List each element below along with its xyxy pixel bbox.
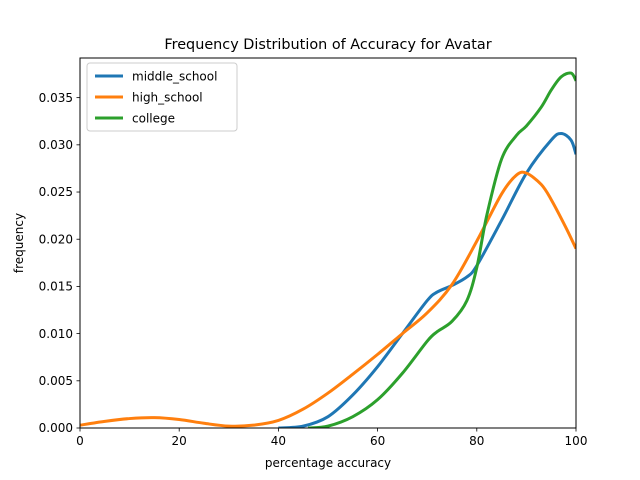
series-line-college xyxy=(308,71,576,428)
legend-label-college: college xyxy=(132,112,175,126)
y-tick-label: 0.000 xyxy=(39,421,73,435)
y-tick-label: 0.005 xyxy=(39,374,73,388)
legend-box xyxy=(86,62,238,132)
plot-frame xyxy=(79,57,577,429)
y-tick-label: 0.035 xyxy=(39,91,73,105)
x-tick-label: 100 xyxy=(565,434,588,448)
x-tick-label: 60 xyxy=(370,434,385,448)
legend-label-middle-school: middle_school xyxy=(132,70,217,84)
series-line-high-school xyxy=(80,170,576,428)
y-axis-label: frequency xyxy=(12,213,26,273)
series-layer xyxy=(80,71,576,428)
y-tick-label: 0.015 xyxy=(39,280,73,294)
x-axis-label: percentage accuracy xyxy=(265,456,391,470)
x-tick-label: 20 xyxy=(172,434,187,448)
y-axis-ticks: 0.000 0.005 0.010 0.015 0.020 0.025 0.030 0.035 xyxy=(39,91,80,435)
x-axis-ticks: 0 20 40 60 80 100 xyxy=(76,428,587,448)
y-tick-label: 0.025 xyxy=(39,185,73,199)
y-tick-label: 0.010 xyxy=(39,327,73,341)
legend-label-high-school: high_school xyxy=(132,91,203,105)
x-tick-label: 80 xyxy=(469,434,484,448)
x-tick-label: 40 xyxy=(271,434,286,448)
chart-title: Frequency Distribution of Accuracy for A… xyxy=(164,37,491,53)
y-tick-label: 0.020 xyxy=(39,232,73,246)
x-tick-label: 0 xyxy=(76,434,84,448)
y-tick-label: 0.030 xyxy=(39,138,73,152)
